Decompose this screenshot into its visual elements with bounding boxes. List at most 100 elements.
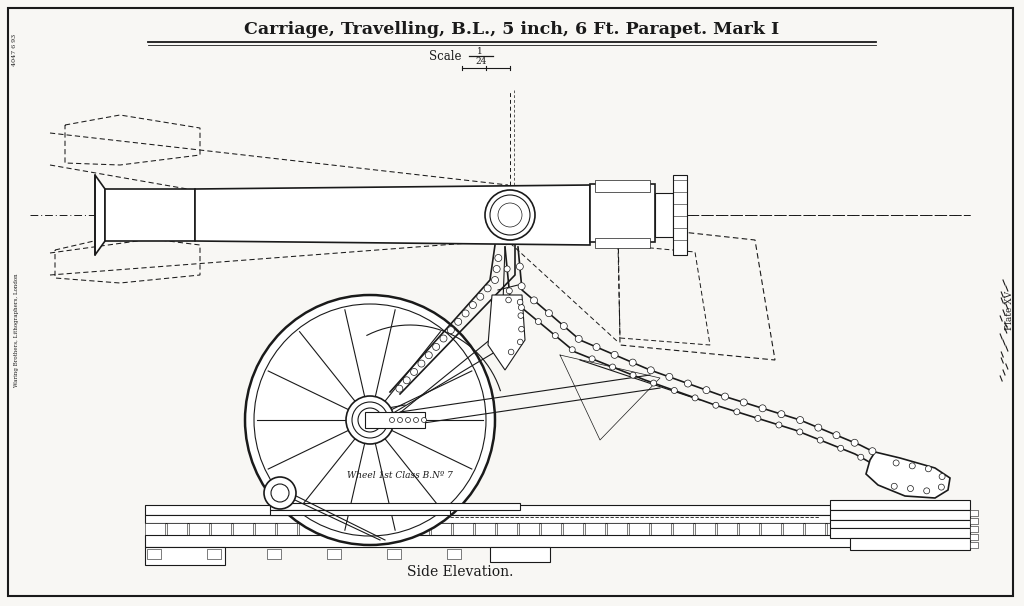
Circle shape: [593, 344, 600, 351]
Bar: [695, 523, 715, 535]
Text: 4047 6 93: 4047 6 93: [11, 34, 16, 66]
Text: 1: 1: [477, 47, 483, 56]
Bar: [805, 523, 825, 535]
Circle shape: [838, 445, 844, 451]
Circle shape: [518, 282, 525, 290]
Circle shape: [552, 333, 558, 339]
Circle shape: [271, 484, 289, 502]
Circle shape: [536, 319, 542, 325]
Bar: [717, 523, 737, 535]
Text: Side Elevation.: Side Elevation.: [407, 565, 513, 579]
Bar: [267, 549, 281, 559]
Circle shape: [411, 368, 418, 376]
Circle shape: [924, 488, 930, 494]
Bar: [970, 534, 978, 540]
Circle shape: [629, 359, 636, 366]
Bar: [739, 523, 759, 535]
Circle shape: [447, 327, 455, 334]
Bar: [387, 523, 407, 535]
Text: Waring Brothers, Lithographers, London: Waring Brothers, Lithographers, London: [14, 273, 19, 387]
Circle shape: [778, 411, 784, 418]
Text: Wheel 1st Class B.Nº 7: Wheel 1st Class B.Nº 7: [347, 470, 453, 479]
Polygon shape: [488, 295, 525, 370]
Text: Scale: Scale: [429, 50, 461, 64]
Circle shape: [647, 367, 654, 374]
Circle shape: [397, 418, 402, 422]
Bar: [490, 547, 550, 562]
Bar: [563, 523, 583, 535]
Circle shape: [858, 454, 864, 460]
Circle shape: [425, 351, 432, 359]
Circle shape: [530, 297, 538, 304]
Bar: [365, 523, 385, 535]
Circle shape: [490, 195, 530, 235]
Circle shape: [516, 263, 523, 270]
Circle shape: [611, 351, 618, 358]
Bar: [145, 523, 165, 535]
Bar: [595, 238, 650, 248]
Bar: [673, 523, 693, 535]
Bar: [970, 510, 978, 516]
Circle shape: [403, 377, 411, 384]
Circle shape: [938, 484, 944, 490]
Circle shape: [722, 393, 728, 400]
Bar: [453, 523, 473, 535]
Bar: [830, 520, 970, 528]
Circle shape: [713, 402, 719, 408]
Bar: [497, 523, 517, 535]
Circle shape: [734, 409, 740, 415]
Circle shape: [406, 418, 411, 422]
Circle shape: [575, 335, 583, 342]
Circle shape: [498, 203, 522, 227]
Bar: [211, 523, 231, 535]
Bar: [270, 510, 450, 515]
Circle shape: [477, 293, 483, 300]
Bar: [189, 523, 209, 535]
Bar: [893, 523, 895, 535]
Bar: [830, 500, 970, 510]
Circle shape: [926, 466, 932, 472]
Circle shape: [702, 387, 710, 394]
Circle shape: [907, 485, 913, 491]
Text: Carriage, Travelling, B.L., 5 inch, 6 Ft. Parapet. Mark I: Carriage, Travelling, B.L., 5 inch, 6 Ft…: [245, 21, 779, 39]
Circle shape: [455, 318, 462, 325]
Circle shape: [506, 288, 512, 294]
Bar: [651, 523, 671, 535]
Bar: [321, 523, 341, 535]
Circle shape: [517, 299, 523, 305]
Circle shape: [797, 416, 804, 424]
Circle shape: [893, 460, 899, 466]
Circle shape: [264, 477, 296, 509]
Bar: [299, 523, 319, 535]
Bar: [673, 175, 687, 255]
Circle shape: [422, 418, 427, 422]
Bar: [145, 505, 895, 515]
Bar: [849, 523, 869, 535]
Bar: [629, 523, 649, 535]
Circle shape: [672, 387, 677, 393]
Circle shape: [759, 405, 766, 412]
Circle shape: [396, 385, 402, 392]
Bar: [327, 549, 341, 559]
Circle shape: [797, 429, 803, 435]
Circle shape: [414, 418, 419, 422]
Bar: [761, 523, 781, 535]
Bar: [270, 503, 520, 510]
Bar: [255, 523, 275, 535]
Circle shape: [245, 295, 495, 545]
Circle shape: [776, 422, 782, 428]
Polygon shape: [195, 185, 590, 245]
Polygon shape: [95, 175, 105, 255]
Circle shape: [518, 313, 523, 318]
Circle shape: [569, 347, 575, 353]
Circle shape: [869, 448, 876, 454]
Bar: [145, 547, 225, 565]
Bar: [387, 549, 401, 559]
Bar: [783, 523, 803, 535]
Circle shape: [389, 418, 394, 422]
Circle shape: [506, 297, 511, 303]
Bar: [207, 549, 221, 559]
Circle shape: [494, 265, 500, 273]
Bar: [233, 523, 253, 535]
Circle shape: [692, 395, 698, 401]
